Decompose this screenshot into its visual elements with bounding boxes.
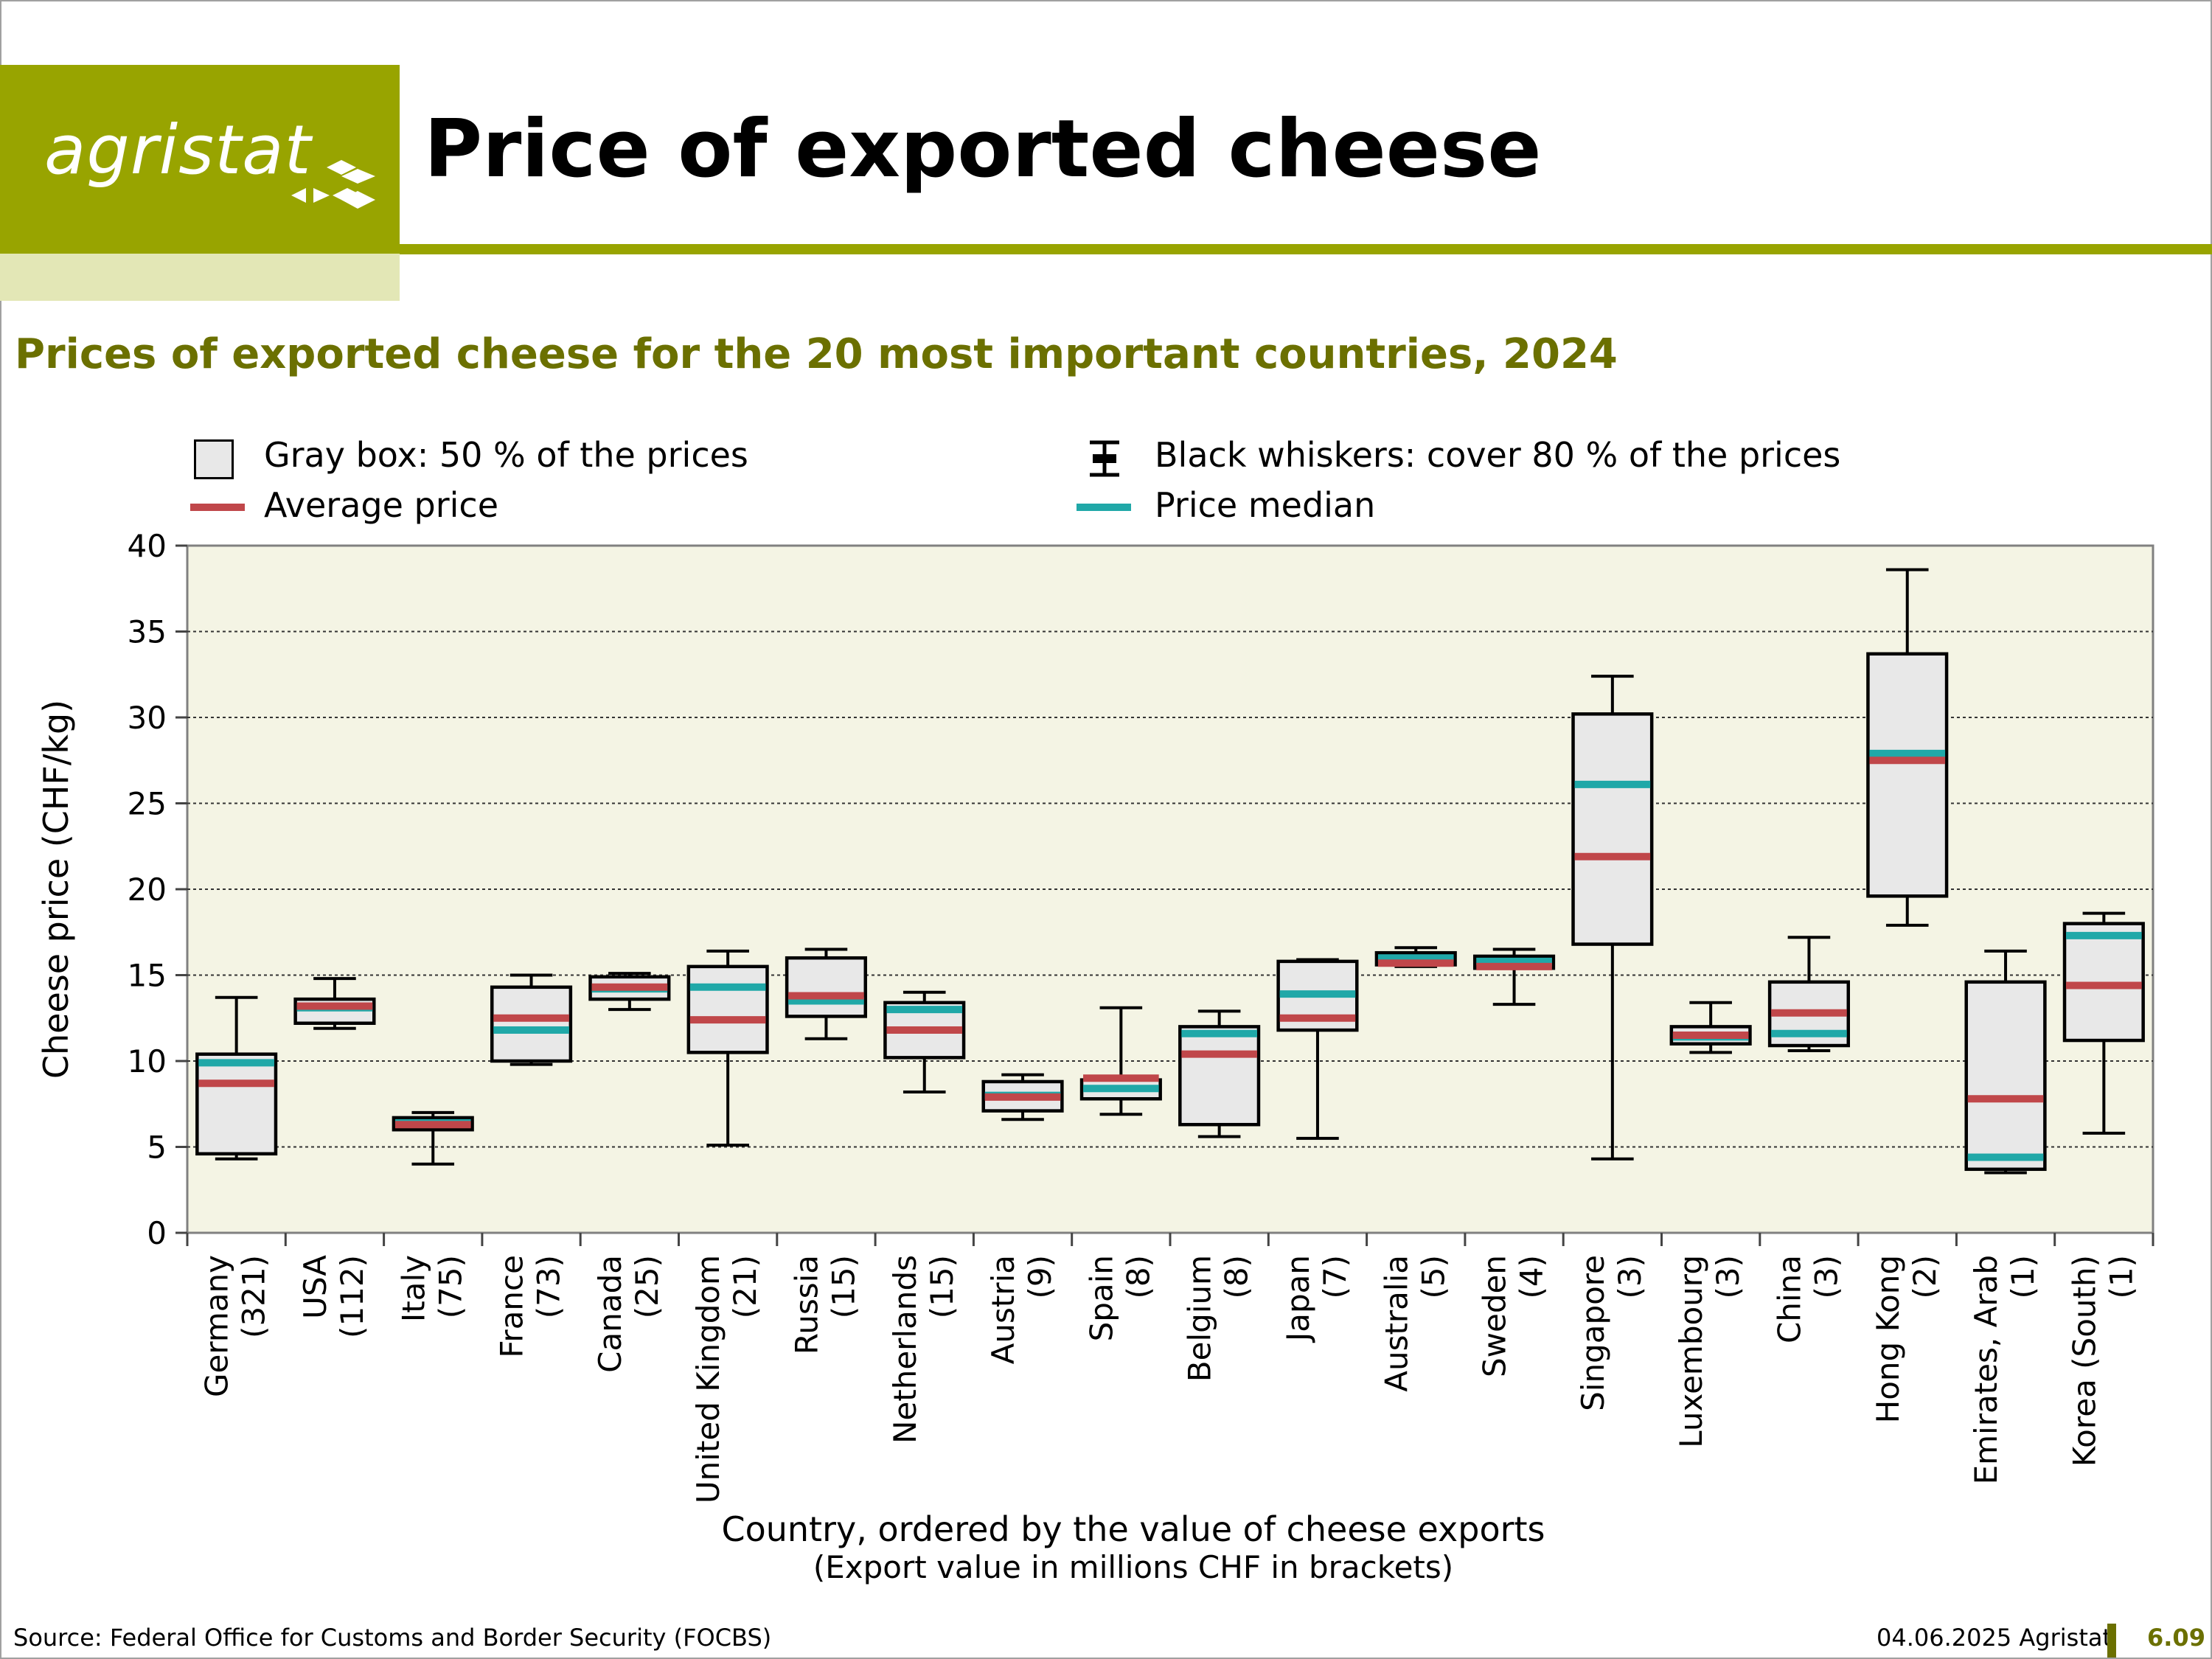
y-tick-label: 15: [128, 958, 167, 994]
box-belgium: [1178, 1025, 1261, 1127]
x-tick-label: United Kingdom: [690, 1255, 726, 1503]
box-emirates-arab: [1964, 980, 2047, 1172]
x-tick-label: China: [1771, 1255, 1807, 1343]
x-tick-export-value: (112): [334, 1255, 370, 1338]
x-axis-label: Country, ordered by the value of cheese …: [721, 1509, 1545, 1549]
logo-underband: [0, 254, 400, 301]
x-tick-export-value: (15): [825, 1255, 861, 1318]
logo-diamonds-icon: [291, 160, 375, 209]
footer-date: 04.06.2025 Agristat: [1877, 1624, 2112, 1652]
y-tick-label: 5: [147, 1130, 167, 1166]
y-axis-label: Cheese price (CHF/kg): [36, 700, 76, 1079]
x-tick-label: Korea (South): [2066, 1255, 2102, 1467]
legend-box-label: Gray box: 50 % of the prices: [264, 435, 748, 475]
x-tick-export-value: (3): [1808, 1255, 1844, 1299]
x-tick-label: Singapore: [1575, 1255, 1611, 1411]
x-tick-label: Italy: [395, 1255, 431, 1322]
y-tick-label: 25: [128, 786, 167, 822]
y-tick-label: 30: [128, 700, 167, 736]
plot-area: [186, 544, 2154, 1234]
header-rule: [400, 244, 2212, 254]
legend-median-label: Price median: [1155, 485, 1376, 525]
x-tick-export-value: (3): [1710, 1255, 1746, 1299]
x-tick-export-value: (8): [1219, 1255, 1255, 1299]
y-tick-label: 10: [128, 1043, 167, 1079]
x-tick-export-value: (9): [1022, 1255, 1058, 1299]
x-tick-label: Germany: [199, 1255, 235, 1397]
x-tick-export-value: (25): [629, 1255, 665, 1318]
page-title: Price of exported cheese: [424, 103, 1542, 195]
x-tick-label: Australia: [1378, 1255, 1414, 1392]
x-tick-export-value: (5): [1415, 1255, 1451, 1299]
box-plot-chart: 0 5 10 15 20 25 30 35 40 Cheese price (CHF/kg) Ger…: [36, 528, 2154, 1585]
footer-page-number: 6.09: [2147, 1624, 2205, 1652]
x-tick-export-value: (4): [1514, 1255, 1550, 1299]
legend-whisker-swatch: [1090, 440, 1119, 477]
legend-average-label: Average price: [264, 485, 499, 525]
x-tick-export-value: (21): [727, 1255, 763, 1318]
x-tick-label: USA: [297, 1255, 333, 1319]
box-hong-kong: [1866, 652, 1949, 898]
y-tick-label: 40: [128, 528, 167, 564]
x-tick-label: Russia: [788, 1255, 824, 1354]
chart-subtitle: Prices of exported cheese for the 20 mos…: [15, 330, 1618, 378]
x-tick-export-value: (75): [432, 1255, 468, 1318]
legend-average-swatch: [190, 504, 245, 511]
x-tick-export-value: (1): [2103, 1255, 2139, 1299]
x-tick-label: France: [494, 1255, 530, 1358]
x-tick-export-value: (7): [1317, 1255, 1353, 1299]
x-tick-label: Belgium: [1182, 1255, 1218, 1382]
box-singapore: [1571, 712, 1654, 946]
box-united-kingdom: [686, 964, 769, 1054]
logo-wordmark: agristat: [44, 111, 312, 189]
x-tick-label: Emirates, Arab: [1968, 1255, 2004, 1484]
logo-block: [0, 65, 400, 254]
x-tick-label: Hong Kong: [1870, 1255, 1906, 1423]
x-tick-export-value: (2): [1907, 1255, 1943, 1299]
y-tick-label: 35: [128, 614, 167, 650]
x-tick-export-value: (3): [1612, 1255, 1648, 1299]
x-tick-export-value: (321): [236, 1255, 272, 1338]
x-tick-label: Luxembourg: [1673, 1255, 1709, 1448]
x-tick-label: Netherlands: [887, 1255, 923, 1444]
x-tick-label: Japan: [1280, 1255, 1316, 1343]
y-tick-label: 0: [147, 1215, 167, 1251]
legend-box-swatch: [194, 439, 234, 479]
x-tick-export-value: (15): [924, 1255, 960, 1318]
footer-separator: [2107, 1624, 2116, 1658]
footer-source: Source: Federal Office for Customs and B…: [13, 1624, 772, 1652]
x-tick-label: Austria: [985, 1255, 1021, 1364]
x-tick-label: Canada: [592, 1255, 628, 1373]
box-france: [490, 985, 573, 1063]
x-tick-export-value: (73): [531, 1255, 567, 1318]
box-germany: [195, 1052, 278, 1156]
legend-median-swatch: [1077, 504, 1131, 511]
legend-whisker-label: Black whiskers: cover 80 % of the prices: [1155, 435, 1841, 475]
x-axis-sublabel: (Export value in millions CHF in bracket…: [813, 1549, 1453, 1585]
x-tick-label: Sweden: [1477, 1255, 1513, 1377]
x-tick-label: Spain: [1083, 1255, 1119, 1341]
x-tick-export-value: (1): [2005, 1255, 2041, 1299]
x-tick-export-value: (8): [1120, 1255, 1156, 1299]
box-russia: [785, 956, 868, 1018]
y-tick-label: 20: [128, 872, 167, 908]
